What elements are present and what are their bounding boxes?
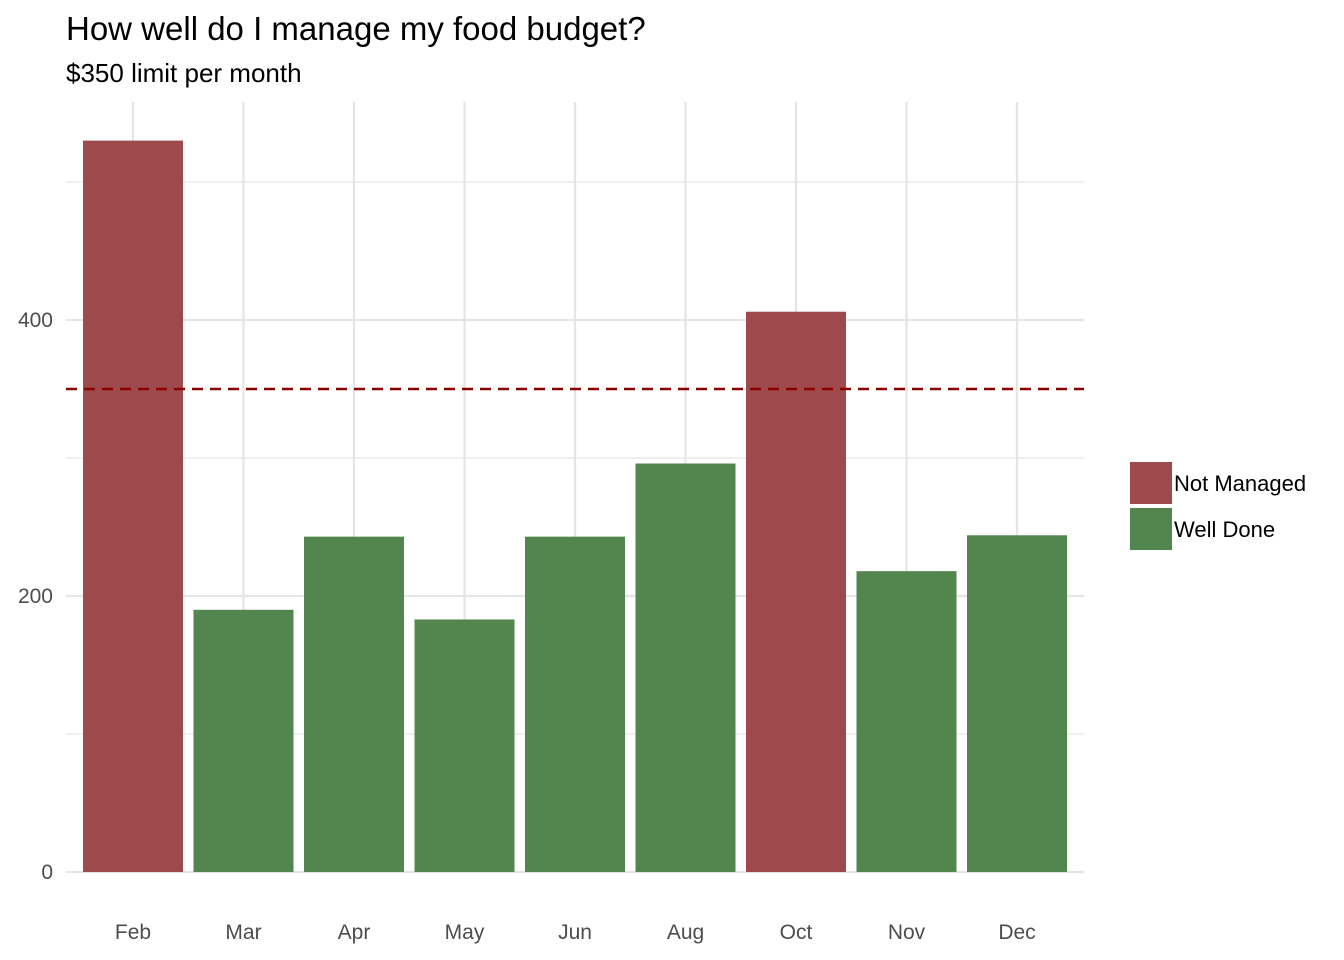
- bar-jun: [525, 536, 625, 872]
- bar-dec: [967, 535, 1067, 872]
- x-tick-label: Feb: [115, 921, 151, 944]
- x-tick-label: May: [445, 921, 485, 944]
- legend-label: Not Managed: [1174, 471, 1306, 496]
- legend-label: Well Done: [1174, 517, 1275, 542]
- bar-mar: [193, 609, 294, 872]
- y-tick-label: 0: [41, 861, 53, 884]
- bar-oct: [746, 311, 846, 873]
- legend-key: [1130, 462, 1172, 504]
- bar-feb: [83, 140, 183, 873]
- x-tick-label: Oct: [780, 921, 813, 944]
- x-tick-label: Nov: [888, 921, 926, 944]
- x-tick-label: Aug: [667, 921, 704, 944]
- x-tick-label: Mar: [225, 921, 261, 944]
- x-tick-label: Apr: [338, 921, 371, 944]
- chart-title: How well do I manage my food budget?: [66, 10, 646, 47]
- y-tick-label: 400: [18, 309, 53, 332]
- axis-labels: 0 200 400 Feb Mar Apr May Jun Aug Oct Nov Dec: [18, 309, 1036, 944]
- y-tick-label: 200: [18, 585, 53, 608]
- bars: [83, 140, 1067, 873]
- bar-nov: [856, 571, 957, 872]
- x-tick-label: Jun: [558, 921, 592, 944]
- chart-subtitle: $350 limit per month: [66, 58, 302, 88]
- bar-may: [414, 619, 515, 872]
- legend-key: [1130, 508, 1172, 550]
- x-tick-label: Dec: [998, 921, 1035, 944]
- bar-apr: [304, 536, 404, 872]
- legend: Not Managed Well Done: [1130, 462, 1306, 550]
- bar-aug: [635, 463, 736, 872]
